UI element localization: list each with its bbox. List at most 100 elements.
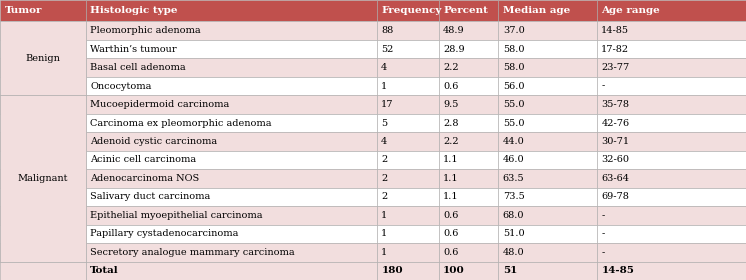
Text: 2: 2 (381, 174, 387, 183)
Bar (597, 40, 746, 59)
Text: 73.5: 73.5 (503, 192, 524, 201)
Text: Secretory analogue mammary carcinoma: Secretory analogue mammary carcinoma (90, 248, 295, 257)
Bar (0, 59, 86, 77)
Text: Epithelial myoepithelial carcinoma: Epithelial myoepithelial carcinoma (90, 211, 263, 220)
Bar (498, 22, 597, 40)
Bar (498, 132, 597, 151)
Text: 48.9: 48.9 (443, 26, 465, 35)
Text: 52: 52 (381, 45, 394, 54)
Bar (439, 0, 498, 22)
Text: 42-76: 42-76 (601, 118, 630, 127)
Bar (0, 95, 86, 114)
Text: 37.0: 37.0 (503, 26, 524, 35)
Bar (597, 77, 746, 95)
Bar (0, 40, 86, 59)
Text: 14-85: 14-85 (601, 266, 634, 275)
Bar (0, 114, 86, 132)
Text: Adenoid cystic carcinoma: Adenoid cystic carcinoma (90, 137, 217, 146)
Bar (86, 40, 377, 59)
Text: -: - (601, 229, 604, 238)
Bar (0, 243, 86, 262)
Text: 100: 100 (443, 266, 465, 275)
Bar (377, 169, 439, 188)
Text: -: - (601, 211, 604, 220)
Text: 2.2: 2.2 (443, 137, 459, 146)
Text: 2.8: 2.8 (443, 118, 459, 127)
Bar (0, 206, 86, 225)
Bar (597, 188, 746, 206)
Bar (597, 0, 746, 22)
Text: 23-77: 23-77 (601, 63, 630, 72)
Bar (377, 188, 439, 206)
Text: 69-78: 69-78 (601, 192, 629, 201)
Bar (498, 206, 597, 225)
Bar (86, 132, 377, 151)
Text: 28.9: 28.9 (443, 45, 465, 54)
Text: Tumor: Tumor (4, 6, 42, 15)
Bar (377, 95, 439, 114)
Text: 58.0: 58.0 (503, 45, 524, 54)
Bar (86, 114, 377, 132)
Text: Carcinoma ex pleomorphic adenoma: Carcinoma ex pleomorphic adenoma (90, 118, 272, 127)
Bar (86, 95, 377, 114)
Bar (439, 132, 498, 151)
Bar (498, 169, 597, 188)
Bar (597, 206, 746, 225)
Bar (498, 95, 597, 114)
Bar (0, 22, 86, 40)
Bar (377, 114, 439, 132)
Bar (498, 262, 597, 280)
Text: 1.1: 1.1 (443, 155, 459, 164)
Text: 5: 5 (381, 118, 387, 127)
Bar (597, 262, 746, 280)
Text: Age range: Age range (601, 6, 660, 15)
Bar (439, 95, 498, 114)
Bar (0, 132, 86, 151)
Bar (439, 243, 498, 262)
Text: Frequency: Frequency (381, 6, 442, 15)
Text: Pleomorphic adenoma: Pleomorphic adenoma (90, 26, 201, 35)
Bar (377, 77, 439, 95)
Text: 4: 4 (381, 137, 387, 146)
Bar (439, 206, 498, 225)
Bar (597, 151, 746, 169)
Bar (377, 151, 439, 169)
Text: 44.0: 44.0 (503, 137, 524, 146)
Bar (86, 206, 377, 225)
Text: Median age: Median age (503, 6, 570, 15)
Bar (0, 22, 86, 95)
Text: 55.0: 55.0 (503, 118, 524, 127)
Text: 58.0: 58.0 (503, 63, 524, 72)
Text: 32-60: 32-60 (601, 155, 630, 164)
Text: 35-78: 35-78 (601, 100, 630, 109)
Bar (377, 0, 439, 22)
Bar (439, 114, 498, 132)
Text: 1.1: 1.1 (443, 174, 459, 183)
Bar (377, 22, 439, 40)
Bar (498, 0, 597, 22)
Text: 1.1: 1.1 (443, 192, 459, 201)
Text: 17: 17 (381, 100, 394, 109)
Bar (439, 77, 498, 95)
Bar (86, 77, 377, 95)
Bar (439, 40, 498, 59)
Text: 1: 1 (381, 229, 387, 238)
Bar (86, 59, 377, 77)
Bar (439, 169, 498, 188)
Bar (86, 188, 377, 206)
Bar (597, 59, 746, 77)
Text: Total: Total (90, 266, 119, 275)
Bar (86, 243, 377, 262)
Bar (377, 40, 439, 59)
Text: Mucoepidermoid carcinoma: Mucoepidermoid carcinoma (90, 100, 230, 109)
Bar (439, 225, 498, 243)
Text: 51.0: 51.0 (503, 229, 524, 238)
Bar (439, 22, 498, 40)
Bar (0, 0, 86, 22)
Text: -: - (601, 81, 604, 91)
Text: Malignant: Malignant (18, 174, 68, 183)
Text: 0.6: 0.6 (443, 211, 459, 220)
Text: Acinic cell carcinoma: Acinic cell carcinoma (90, 155, 196, 164)
Text: -: - (601, 248, 604, 257)
Text: Histologic type: Histologic type (90, 6, 178, 15)
